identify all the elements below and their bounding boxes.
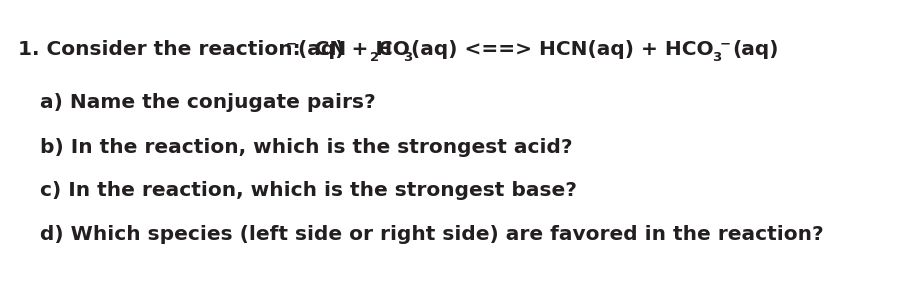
Text: c) In the reaction, which is the strongest base?: c) In the reaction, which is the stronge… (40, 181, 576, 200)
Text: (aq) + H: (aq) + H (298, 40, 392, 59)
Text: −: − (719, 38, 731, 51)
Text: 2: 2 (369, 51, 378, 64)
Text: 3: 3 (712, 51, 721, 64)
Text: d) Which species (left side or right side) are favored in the reaction?: d) Which species (left side or right sid… (40, 225, 823, 244)
Text: 3: 3 (403, 51, 412, 64)
Text: −: − (285, 38, 297, 51)
Text: a) Name the conjugate pairs?: a) Name the conjugate pairs? (40, 93, 376, 112)
Text: (aq): (aq) (731, 40, 777, 59)
Text: b) In the reaction, which is the strongest acid?: b) In the reaction, which is the stronge… (40, 138, 572, 157)
Text: (aq) <==> HCN(aq) + HCO: (aq) <==> HCN(aq) + HCO (411, 40, 712, 59)
Text: CO: CO (377, 40, 409, 59)
Text: 1. Consider the reaction:  CN: 1. Consider the reaction: CN (18, 40, 346, 59)
